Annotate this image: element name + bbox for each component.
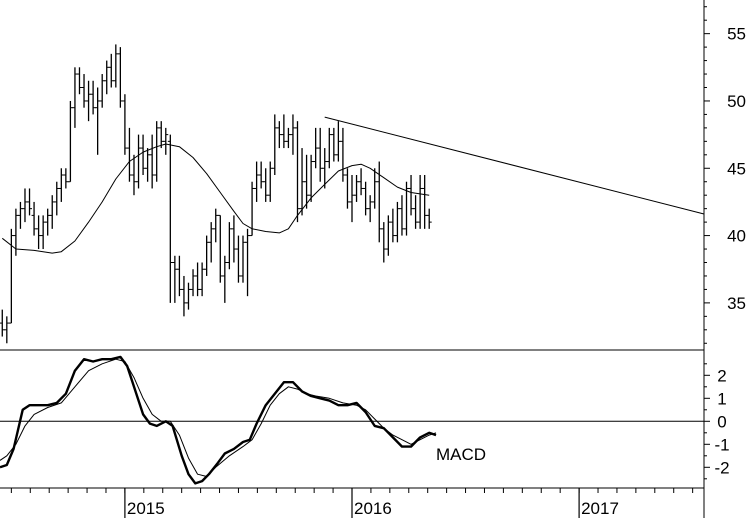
price-y-tick-label: 45 — [727, 159, 746, 178]
price-y-tick-label: 55 — [727, 25, 746, 44]
price-bar — [426, 208, 432, 229]
macd-y-tick-label: 0 — [717, 412, 726, 431]
price-y-tick-label: 35 — [727, 294, 746, 313]
trendline — [324, 116, 705, 215]
moving-average-line — [1, 143, 430, 254]
macd-line — [0, 355, 437, 485]
macd-y-tick-label: -1 — [714, 435, 729, 454]
price-y-tick-label: 40 — [727, 227, 746, 246]
x-tick-label: 2017 — [581, 499, 619, 518]
price-panel — [0, 44, 705, 344]
macd-signal-line — [0, 358, 437, 477]
macd-y-tick-label: 1 — [717, 389, 726, 408]
x-tick-label: 2015 — [127, 499, 165, 518]
macd-y-tick-label: 2 — [717, 366, 726, 385]
price-y-tick-label: 50 — [727, 92, 746, 111]
macd-panel — [0, 355, 704, 485]
macd-y-tick-label: -2 — [714, 458, 729, 477]
x-tick-label: 2016 — [354, 499, 392, 518]
price-bar — [27, 188, 33, 216]
price-bar — [163, 127, 169, 155]
macd-label: MACD — [436, 445, 486, 464]
